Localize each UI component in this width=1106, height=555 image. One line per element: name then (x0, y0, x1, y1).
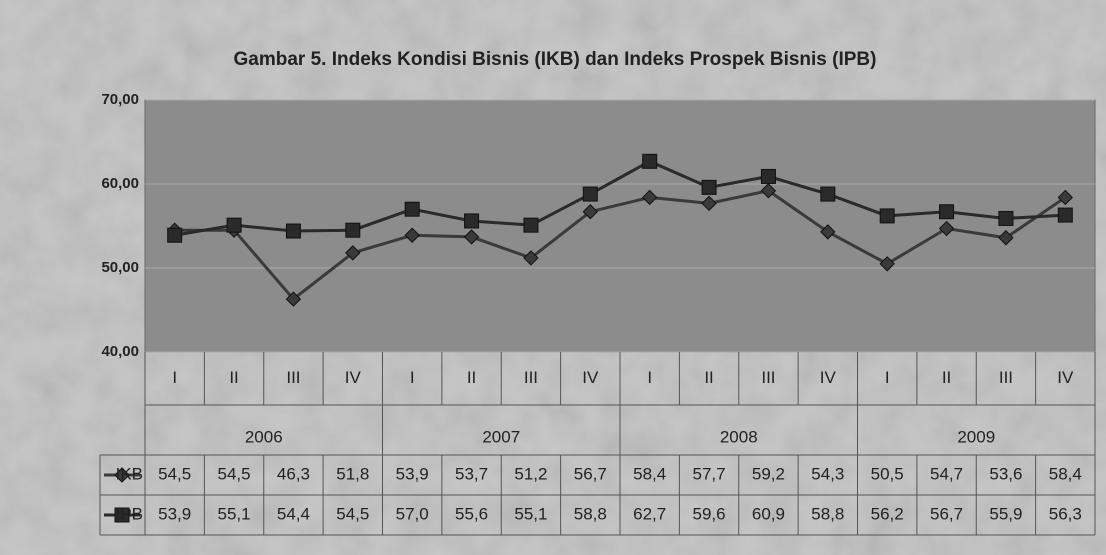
x-tick-label: III (524, 368, 538, 387)
legend-label: IPB (116, 504, 143, 523)
point (582, 204, 599, 220)
chart-title: Gambar 5. Indeks Kondisi Bisnis (IKB) da… (234, 49, 877, 70)
table-value: 50,5 (871, 464, 904, 483)
x-tick-label: II (942, 368, 951, 387)
x-group-label: 2008 (720, 427, 758, 446)
point (523, 250, 539, 266)
table-value: 53,9 (158, 504, 191, 523)
table-value: 58,4 (1049, 464, 1082, 483)
point (879, 208, 895, 224)
x-tick-label: III (286, 368, 300, 387)
table-value: 53,6 (989, 464, 1022, 483)
table-value: 55,1 (514, 504, 547, 523)
table-value: 56,7 (574, 464, 607, 483)
table-value: 56,2 (871, 504, 904, 523)
x-tick-label: IV (820, 368, 837, 387)
table-value: 54,4 (277, 504, 310, 523)
table-value: 59,2 (752, 464, 785, 483)
x-tick-label: IV (1057, 368, 1074, 387)
plot-area (144, 99, 1096, 353)
point (404, 227, 420, 243)
x-tick-label: II (467, 368, 476, 387)
x-group-label: 2009 (957, 427, 995, 446)
table-value: 55,6 (455, 504, 488, 523)
legend-marker (114, 507, 130, 523)
point (345, 245, 361, 261)
x-tick-label: I (885, 368, 890, 387)
x-tick-label: I (647, 368, 652, 387)
x-tick-label: I (410, 368, 415, 387)
point (464, 213, 480, 229)
table-value: 54,7 (930, 464, 963, 483)
table-value: 46,3 (277, 464, 310, 483)
point (998, 210, 1014, 226)
x-group-label: 2006 (245, 427, 283, 446)
table-value: 57,0 (396, 504, 429, 523)
table-value: 53,7 (455, 464, 488, 483)
y-tick-label: 50,00 (101, 259, 139, 276)
point (285, 223, 301, 239)
point (1057, 207, 1073, 223)
point (642, 153, 658, 169)
point (167, 227, 183, 243)
legend-label: IKB (116, 464, 143, 483)
point (998, 230, 1014, 246)
point (760, 168, 776, 184)
table-value: 58,4 (633, 464, 666, 483)
x-tick-label: III (999, 368, 1013, 387)
table-value: 54,5 (218, 464, 251, 483)
point (523, 217, 539, 233)
point (582, 186, 598, 202)
point (938, 220, 955, 237)
x-tick-label: II (229, 368, 238, 387)
table-value: 53,9 (396, 464, 429, 483)
point (1057, 189, 1074, 206)
table-value: 56,3 (1049, 504, 1082, 523)
series-line (174, 189, 1067, 302)
point (820, 186, 836, 202)
point (820, 224, 836, 240)
table-value: 56,7 (930, 504, 963, 523)
point (701, 179, 717, 195)
x-tick-label: I (172, 368, 177, 387)
point (404, 201, 420, 217)
table-value: 55,9 (989, 504, 1022, 523)
x-tick-label: III (761, 368, 775, 387)
table-value: 51,2 (514, 464, 547, 483)
point (760, 183, 777, 199)
x-group-label: 2007 (482, 427, 520, 446)
point (345, 222, 361, 238)
x-tick-label: II (704, 368, 713, 387)
table-value: 54,3 (811, 464, 844, 483)
table-value: 54,5 (158, 464, 191, 483)
table-value: 60,9 (752, 504, 785, 523)
x-tick-label: IV (582, 368, 599, 387)
point (285, 291, 302, 307)
point (641, 189, 658, 206)
table-value: 55,1 (218, 504, 251, 523)
table-value: 58,8 (811, 504, 844, 523)
table-value: 51,8 (336, 464, 369, 483)
x-tick-label: IV (345, 368, 362, 387)
point (939, 204, 955, 220)
table-value: 54,5 (336, 504, 369, 523)
point (701, 195, 717, 212)
y-tick-label: 40,00 (101, 343, 139, 360)
table-value: 57,7 (693, 464, 726, 483)
series-line (174, 159, 1066, 237)
y-tick-label: 70,00 (101, 91, 139, 108)
legend-marker (114, 467, 130, 483)
table-value: 59,6 (693, 504, 726, 523)
table-value: 58,8 (574, 504, 607, 523)
y-tick-label: 60,00 (101, 175, 139, 192)
point (879, 256, 895, 272)
table-value: 62,7 (633, 504, 666, 523)
point (463, 229, 480, 245)
point (226, 217, 242, 233)
